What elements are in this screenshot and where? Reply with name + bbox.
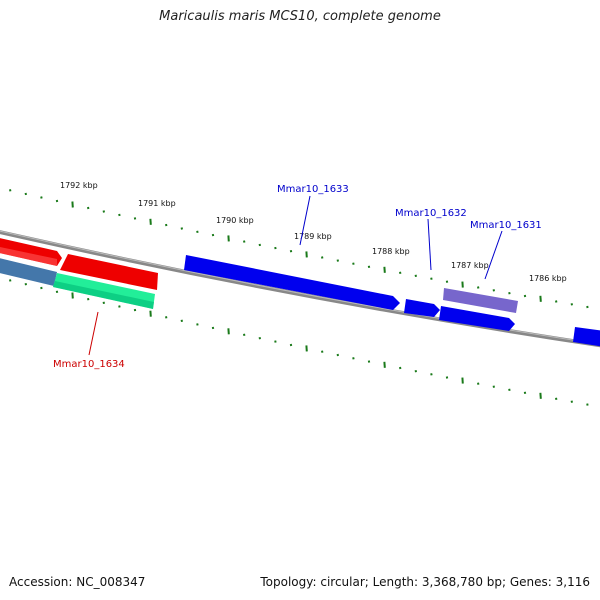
genome-backbone-highlight xyxy=(0,230,600,345)
page-title: Maricaulis maris MCS10, complete genome xyxy=(159,9,441,24)
feature-pseudo-mmar10-1631[interactable] xyxy=(443,288,518,313)
feature-misc-left[interactable] xyxy=(0,257,57,286)
leader-mmar10-1631 xyxy=(484,230,503,280)
feature-right-edge[interactable] xyxy=(573,327,600,347)
leader-mmar10-1634 xyxy=(88,311,99,356)
gene-label-mmar10-1634[interactable]: Mmar10_1634 xyxy=(53,359,125,370)
inner-tick-row xyxy=(9,279,589,406)
kbp-label-1787: 1787 kbp xyxy=(451,261,489,270)
kbp-label-1789: 1789 kbp xyxy=(294,232,332,241)
kbp-label-1790: 1790 kbp xyxy=(216,216,254,225)
feature-rna-shade xyxy=(53,281,154,309)
kbp-label-1792: 1792 kbp xyxy=(60,181,98,190)
outer-tick-row xyxy=(9,189,589,309)
feature-mmar10-1634[interactable] xyxy=(60,254,158,290)
feature-mmar10-1632[interactable] xyxy=(404,299,440,317)
genome-summary: Topology: circular; Length: 3,368,780 bp… xyxy=(260,575,590,589)
genome-backbone xyxy=(0,230,600,348)
kbp-label-1786: 1786 kbp xyxy=(529,274,567,283)
feature-reverse-left-shade xyxy=(0,247,57,266)
gene-label-mmar10-1631[interactable]: Mmar10_1631 xyxy=(470,220,542,231)
leader-mmar10-1632 xyxy=(427,218,432,271)
gene-label-mmar10-1632[interactable]: Mmar10_1632 xyxy=(395,208,467,219)
feature-mmar10-1633[interactable] xyxy=(184,255,400,310)
kbp-label-1791: 1791 kbp xyxy=(138,199,176,208)
accession-label: Accession: NC_008347 xyxy=(9,575,146,589)
leader-mmar10-1633 xyxy=(299,195,311,246)
feature-mmar10-1631[interactable] xyxy=(439,306,515,331)
kbp-label-1788: 1788 kbp xyxy=(372,247,410,256)
gene-label-mmar10-1633[interactable]: Mmar10_1633 xyxy=(277,184,349,195)
